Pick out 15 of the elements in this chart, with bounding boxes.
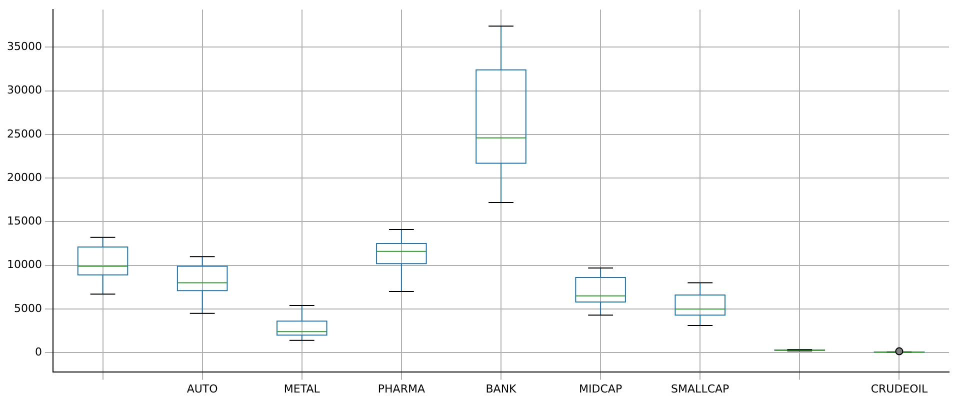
y-tick-label: 25000 xyxy=(6,127,42,140)
x-tick-label: BANK xyxy=(486,382,518,396)
y-tick-label: 35000 xyxy=(6,40,42,53)
x-tick-label: METAL xyxy=(284,382,321,396)
x-tick-label: MIDCAP xyxy=(579,382,622,396)
x-tick-label: AUTO xyxy=(186,382,218,396)
y-tick-label: 5000 xyxy=(14,302,42,315)
y-tick-label: 0 xyxy=(34,345,42,358)
y-tick-label: 30000 xyxy=(6,84,42,97)
x-tick-label: PHARMA xyxy=(378,382,426,396)
y-tick-label: 20000 xyxy=(6,170,42,184)
y-tick-label: 15000 xyxy=(6,214,42,228)
y-tick-label: 10000 xyxy=(6,258,42,272)
x-tick-label: CRUDEOIL xyxy=(870,382,929,396)
x-tick-label: SMALLCAP xyxy=(671,382,730,396)
